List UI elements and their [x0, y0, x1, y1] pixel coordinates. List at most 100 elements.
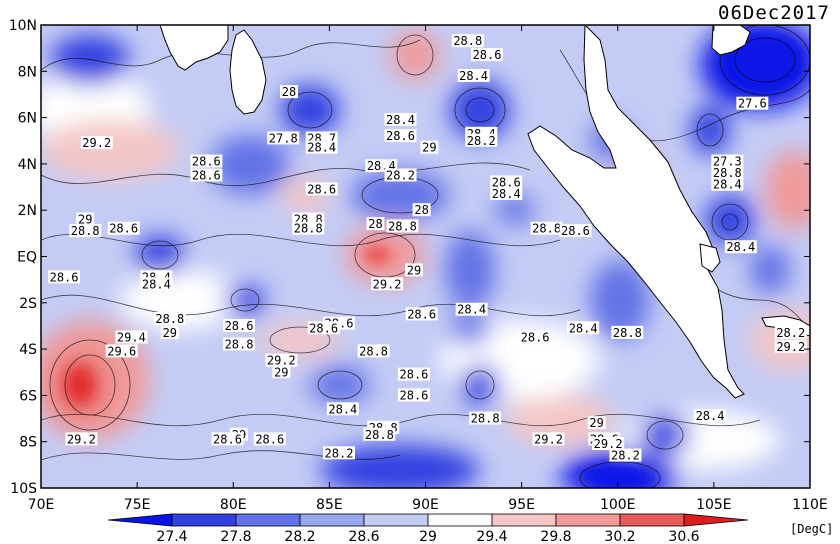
svg-text:27.3: 27.3: [713, 155, 742, 169]
svg-text:28.2: 28.2: [611, 449, 640, 463]
contour-label: 29.2: [371, 277, 404, 291]
svg-text:28: 28: [282, 85, 296, 99]
svg-text:28.4: 28.4: [328, 402, 357, 416]
sst-field: [41, 25, 810, 488]
lon-label: 110E: [792, 497, 828, 513]
contour-label: 28.6: [190, 154, 223, 169]
contour-label: 28.2: [465, 133, 498, 148]
lon-label: 90E: [412, 497, 439, 513]
colorbar-tick-label: 29.8: [540, 529, 571, 544]
contour-label: 29.2: [80, 136, 113, 150]
svg-text:29: 29: [274, 365, 288, 379]
svg-text:29: 29: [422, 141, 436, 155]
contour-label: 28.6: [471, 48, 504, 62]
contour-label: 28.4: [457, 68, 490, 83]
contour-label: 28.2: [322, 446, 355, 460]
colorbar: 27.4 27.8 28.2 28.6 29 29.4 29.8 30.2 30.6: [107, 513, 749, 544]
contour-label: 28.4: [140, 277, 173, 291]
contour-label: 29.2: [532, 432, 565, 446]
svg-text:28.8: 28.8: [294, 222, 323, 236]
contour-label: 28.6: [190, 168, 223, 182]
contour-label: 28.8: [469, 411, 502, 426]
colorbar-segment: [555, 513, 621, 527]
svg-text:28.6: 28.6: [561, 224, 590, 238]
svg-text:29.6: 29.6: [107, 344, 136, 358]
svg-text:29.2: 29.2: [534, 432, 563, 446]
contour-label: 28: [366, 217, 385, 231]
contour-label: 28.6: [384, 129, 417, 143]
svg-text:28.6: 28.6: [309, 321, 338, 335]
contour-label: 28.8: [153, 312, 186, 326]
lon-label: 95E: [508, 497, 535, 513]
contour-label: 29: [160, 325, 179, 340]
svg-text:28.8: 28.8: [225, 337, 254, 351]
contour-label: 28.2: [384, 168, 417, 182]
contour-label: 28.4: [384, 112, 417, 127]
lat-label: 10N: [9, 18, 37, 34]
colorbar-segment: [683, 513, 749, 527]
contour-label: 28.4: [711, 177, 744, 192]
contour-label: 29.4: [115, 330, 148, 345]
svg-text:27.8: 27.8: [269, 131, 298, 145]
svg-text:29.2: 29.2: [373, 277, 402, 291]
contour-label: 28.6: [223, 318, 256, 333]
svg-text:29: 29: [407, 263, 421, 277]
svg-text:28.4: 28.4: [142, 277, 171, 291]
colorbar-segment: [107, 513, 173, 527]
contour-label: 28.8: [357, 344, 390, 358]
svg-text:28.4: 28.4: [459, 69, 488, 83]
colorbar-tick-label: 28.6: [348, 529, 379, 544]
andaman-coast: [527, 25, 745, 399]
svg-text:27.6: 27.6: [738, 97, 767, 111]
contour-label: 29.2: [65, 432, 98, 446]
svg-text:28.8: 28.8: [453, 34, 482, 48]
contour-label: 29: [587, 416, 606, 430]
svg-text:28.6: 28.6: [225, 319, 254, 333]
contour-label: 28.8: [292, 221, 325, 236]
colorbar-tick-label: 27.8: [220, 529, 251, 544]
svg-text:28.4: 28.4: [569, 321, 598, 335]
contour-label: 28.6: [253, 432, 286, 446]
svg-text:28.2: 28.2: [325, 446, 354, 460]
lat-label: EQ: [17, 250, 37, 266]
contour-label: 28.8: [363, 427, 396, 442]
contour-lines: [41, 25, 810, 488]
lat-label: 10S: [10, 481, 37, 497]
contour-label: 28: [280, 85, 299, 99]
india-coast: [159, 25, 229, 71]
svg-text:28.8: 28.8: [613, 326, 642, 340]
colorbar-segment: [171, 513, 237, 527]
svg-text:28.6: 28.6: [407, 307, 436, 321]
svg-text:29.2: 29.2: [267, 354, 296, 368]
contour-label: 28.6: [397, 367, 430, 382]
svg-text:28.8: 28.8: [713, 166, 742, 180]
contour-label: 28.6: [559, 224, 592, 238]
contour-label: 28.6: [397, 388, 430, 402]
contour-label: 27.6: [736, 96, 769, 111]
svg-text:28.6: 28.6: [400, 388, 429, 402]
colorbar-tick-label: 29: [419, 529, 437, 544]
colorbar-tick-label: 30.2: [604, 529, 635, 544]
contour-label: 29: [420, 140, 439, 155]
contour-label: 28.8: [611, 325, 644, 340]
svg-text:28.8: 28.8: [71, 224, 100, 238]
svg-text:29.4: 29.4: [117, 331, 146, 345]
lat-label: 6S: [19, 388, 37, 404]
colorbar-segment: [427, 513, 493, 527]
lat-label: 4N: [18, 157, 37, 173]
contour-label: 28.8: [223, 337, 256, 351]
svg-text:29: 29: [589, 416, 603, 430]
svg-text:28.2: 28.2: [467, 134, 496, 148]
borneo-coast: [711, 25, 751, 56]
lon-label: 85E: [316, 497, 343, 513]
svg-text:29.2: 29.2: [776, 340, 805, 354]
contour-label: 28.6: [405, 307, 438, 321]
contour-label: 27.8: [267, 131, 300, 145]
contour-label: 29: [76, 212, 95, 226]
svg-text:28.6: 28.6: [192, 155, 221, 169]
contour-label: 28.4: [305, 140, 338, 155]
svg-text:28.4: 28.4: [386, 113, 415, 127]
svg-text:28.4: 28.4: [307, 141, 336, 155]
lon-label: 80E: [220, 497, 247, 513]
